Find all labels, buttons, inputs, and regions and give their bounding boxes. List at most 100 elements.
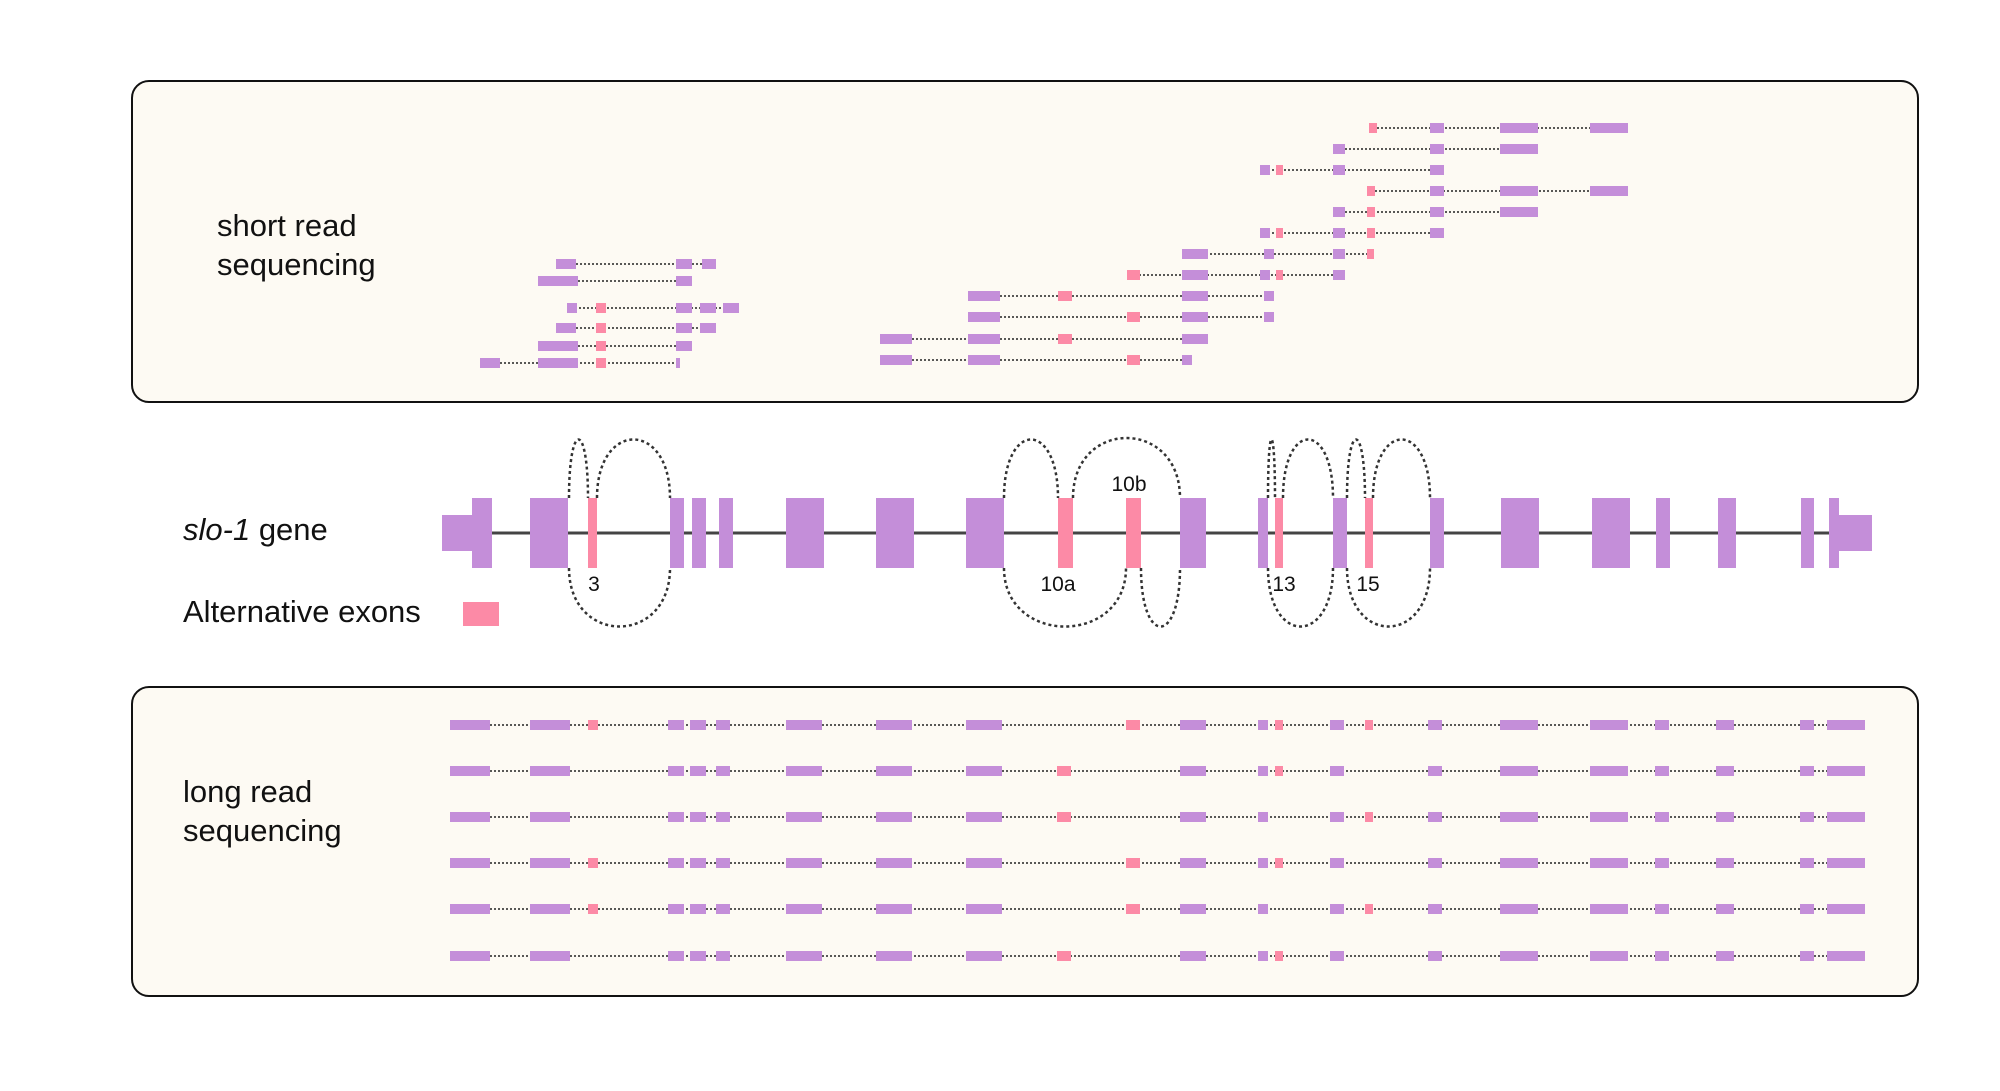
read-exon: [1365, 720, 1373, 730]
read-exon: [786, 720, 822, 730]
read-exon: [1127, 312, 1140, 322]
read-exon: [716, 766, 730, 776]
splice-arc-top: [1071, 436, 1182, 499]
read-exon: [1800, 766, 1814, 776]
splice-arc-top: [567, 438, 590, 499]
gene-exon: [1656, 498, 1670, 568]
read-exon: [1428, 812, 1442, 822]
gene-exon: [1829, 498, 1839, 568]
gene-exon: [1501, 498, 1539, 568]
read-exon: [668, 720, 684, 730]
read-exon: [668, 812, 684, 822]
read-exon: [1716, 951, 1734, 961]
read-exon: [1367, 186, 1375, 196]
read-exon: [567, 303, 577, 313]
read-exon: [1367, 228, 1375, 238]
read-exon: [880, 334, 912, 344]
read-exon: [480, 358, 500, 368]
read-exon: [1057, 812, 1071, 822]
read-exon: [538, 358, 578, 368]
splice-arc-bottom: [1345, 567, 1432, 628]
read-exon: [1276, 228, 1283, 238]
read-exon: [1655, 720, 1669, 730]
read-exon: [690, 858, 706, 868]
read-exon: [1500, 123, 1538, 133]
splice-arc-top: [1281, 438, 1335, 499]
read-exon: [1716, 904, 1734, 914]
long-read: [450, 951, 1865, 961]
alternative-exon: [588, 498, 597, 568]
long-read: [450, 720, 1865, 730]
read-exon: [966, 766, 1002, 776]
read-exon: [1330, 720, 1344, 730]
read-exon: [1182, 312, 1208, 322]
read-exon: [676, 358, 680, 368]
read-exon: [786, 766, 822, 776]
read-exon: [1500, 858, 1538, 868]
read-exon: [1500, 186, 1538, 196]
read-exon: [1333, 270, 1345, 280]
read-exon: [1365, 812, 1373, 822]
read-exon: [450, 858, 490, 868]
read-exon: [1264, 291, 1274, 301]
read-exon: [530, 951, 570, 961]
gene-exon: [1430, 498, 1444, 568]
read-exon: [876, 766, 912, 776]
read-exon: [450, 812, 490, 822]
read-exon: [1716, 812, 1734, 822]
read-exon: [450, 951, 490, 961]
read-exon: [450, 720, 490, 730]
short-read: [1369, 123, 1628, 133]
short-read: [1333, 207, 1538, 217]
read-exon: [1126, 904, 1140, 914]
read-exon: [596, 303, 606, 313]
read-exon: [702, 259, 716, 269]
read-exon: [1260, 228, 1270, 238]
read-exon: [716, 720, 730, 730]
read-exon: [700, 323, 716, 333]
read-exon: [786, 904, 822, 914]
read-exon: [1800, 720, 1814, 730]
read-exon: [716, 951, 730, 961]
read-exon: [786, 812, 822, 822]
short-read: [880, 355, 1192, 365]
short-read: [1333, 144, 1538, 154]
splice-arc-top: [1002, 438, 1060, 499]
splice-arc-bottom: [1002, 567, 1128, 628]
read-exon: [1827, 766, 1865, 776]
read-exon: [966, 858, 1002, 868]
alternative-exon: [1058, 498, 1073, 568]
read-exon: [538, 276, 578, 286]
exon-label: 15: [1356, 573, 1379, 596]
splice-arc-top: [1345, 438, 1367, 499]
read-exon: [1333, 207, 1345, 217]
short-read-panel: [131, 80, 1919, 403]
read-exon: [588, 904, 598, 914]
read-exon: [1180, 766, 1206, 776]
read-exon: [1655, 951, 1669, 961]
read-exon: [690, 766, 706, 776]
read-exon: [876, 720, 912, 730]
gene-exon: [1180, 498, 1206, 568]
read-exon: [786, 858, 822, 868]
read-exon: [1369, 123, 1377, 133]
read-exon: [1275, 951, 1283, 961]
read-exon: [1264, 249, 1274, 259]
gene-exon: [719, 498, 733, 568]
read-exon: [1182, 291, 1208, 301]
read-exon: [716, 812, 730, 822]
read-exon: [1428, 951, 1442, 961]
read-exon: [1330, 904, 1344, 914]
splice-arc-top: [1266, 438, 1277, 499]
read-exon: [1590, 766, 1628, 776]
read-exon: [1275, 766, 1283, 776]
read-exon: [786, 951, 822, 961]
read-exon: [1430, 165, 1444, 175]
read-exon: [1333, 249, 1345, 259]
gene-model: [442, 498, 1872, 568]
read-exon: [1590, 858, 1628, 868]
read-exon: [676, 341, 692, 351]
splice-arc-bottom: [567, 567, 672, 628]
read-exon: [1276, 270, 1283, 280]
